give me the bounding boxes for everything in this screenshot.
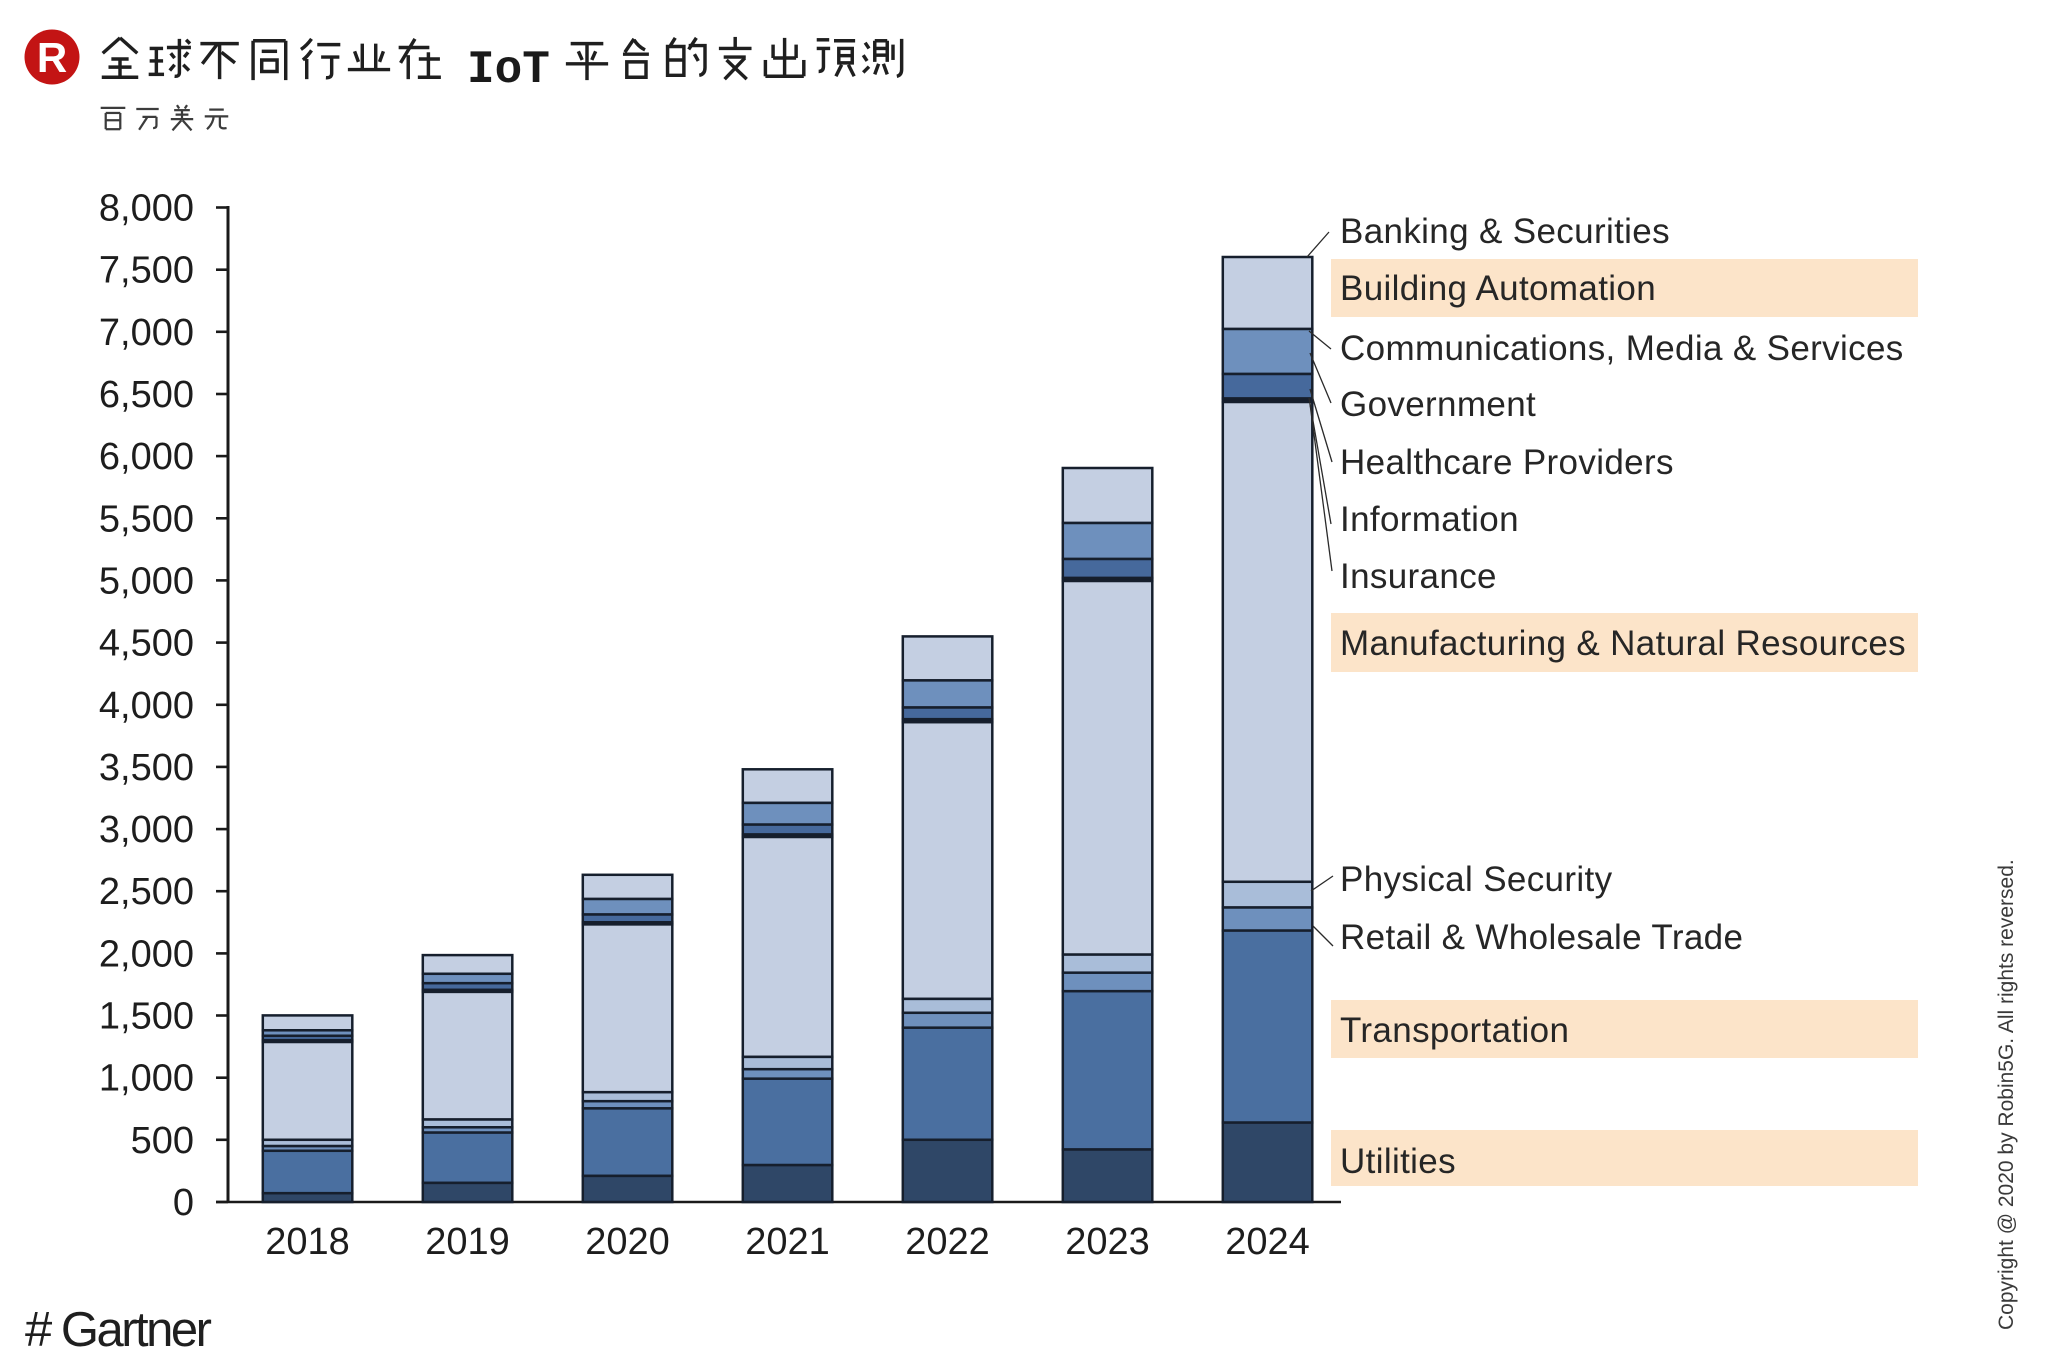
svg-text:3,000: 3,000 <box>99 809 194 851</box>
svg-text:Manufacturing & Natural Resour: Manufacturing & Natural Resources <box>1340 624 1906 663</box>
svg-text:Physical Security: Physical Security <box>1340 860 1613 899</box>
svg-text:500: 500 <box>131 1120 194 1162</box>
svg-text:Retail & Wholesale Trade: Retail & Wholesale Trade <box>1340 918 1743 957</box>
svg-text:# Gartner: # Gartner <box>25 1303 212 1357</box>
svg-text:5,000: 5,000 <box>99 560 194 602</box>
svg-text:2,000: 2,000 <box>99 933 194 975</box>
svg-text:2019: 2019 <box>425 1221 510 1263</box>
svg-text:Communications, Media & Servic: Communications, Media & Services <box>1340 329 1904 368</box>
svg-text:Copyright @ 2020 by Robin5G. A: Copyright @ 2020 by Robin5G. All rights … <box>1995 859 2018 1330</box>
svg-text:Healthcare Providers: Healthcare Providers <box>1340 443 1674 482</box>
svg-text:Information: Information <box>1340 500 1519 539</box>
svg-text:3,500: 3,500 <box>99 747 194 789</box>
svg-text:2018: 2018 <box>265 1221 350 1263</box>
svg-text:5,500: 5,500 <box>99 498 194 540</box>
svg-text:2023: 2023 <box>1065 1221 1150 1263</box>
svg-text:2021: 2021 <box>745 1221 830 1263</box>
svg-text:1,500: 1,500 <box>99 996 194 1038</box>
svg-text:4,500: 4,500 <box>99 623 194 665</box>
svg-text:2024: 2024 <box>1225 1221 1310 1263</box>
svg-text:6,000: 6,000 <box>99 436 194 478</box>
svg-text:Government: Government <box>1340 385 1536 424</box>
svg-text:8,000: 8,000 <box>99 188 194 230</box>
svg-text:Utilities: Utilities <box>1340 1142 1456 1181</box>
svg-text:2022: 2022 <box>905 1221 990 1263</box>
svg-text:Insurance: Insurance <box>1340 557 1497 596</box>
svg-text:2020: 2020 <box>585 1221 670 1263</box>
svg-text:Building Automation: Building Automation <box>1340 269 1656 308</box>
svg-text:7,500: 7,500 <box>99 250 194 292</box>
svg-text:4,000: 4,000 <box>99 685 194 727</box>
svg-text:6,500: 6,500 <box>99 374 194 416</box>
svg-text:1,000: 1,000 <box>99 1058 194 1100</box>
svg-text:Transportation: Transportation <box>1340 1011 1569 1050</box>
svg-text:Banking & Securities: Banking & Securities <box>1340 212 1670 251</box>
svg-text:R: R <box>37 34 67 81</box>
svg-text:7,000: 7,000 <box>99 312 194 354</box>
svg-text:IoT: IoT <box>467 44 550 96</box>
svg-text:2,500: 2,500 <box>99 871 194 913</box>
svg-text:0: 0 <box>173 1182 194 1224</box>
